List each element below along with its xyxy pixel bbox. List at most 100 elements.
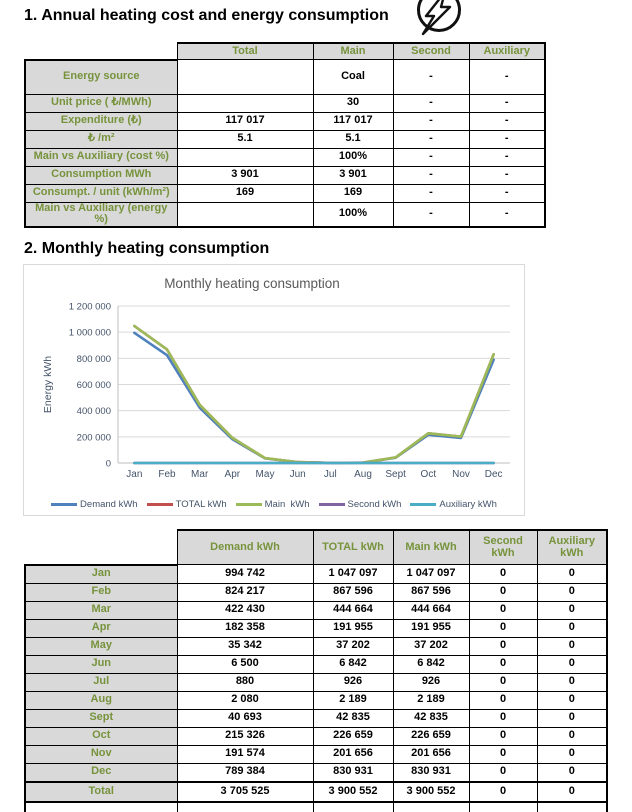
table-row: ₺ /m² 5.1 5.1- -: [24, 129, 546, 149]
cell-value: 0: [468, 600, 538, 620]
cutoff-row-stub: [312, 801, 394, 812]
cell-value: 789 384: [176, 762, 314, 782]
cutoff-row-stub: [468, 801, 538, 812]
cell-value: 0: [536, 600, 608, 620]
cell-value: 6 500: [176, 654, 314, 674]
legend-item: Main kWh: [235, 499, 310, 510]
y-tick-label: 800 000: [77, 354, 111, 365]
table-row: Apr 182 358 191 955 191 955 0 0: [24, 618, 608, 638]
x-tick-label: Apr: [225, 469, 241, 480]
cell-value: 830 931: [312, 762, 394, 782]
column-header: Main kWh: [392, 529, 470, 565]
cell-value: 867 596: [392, 582, 470, 602]
cell-value: 0: [468, 582, 538, 602]
total-value: 3 900 552: [312, 780, 394, 803]
legend-line-swatch: [235, 503, 262, 506]
table-row: Nov 191 574 201 656 201 656 0 0: [24, 744, 608, 764]
total-value: 3 900 552: [392, 780, 470, 803]
cell-value: -: [468, 201, 546, 228]
monthly-consumption-chart: 0 200 000 400 000 600 000 800 000 1 000 000 1 …: [23, 264, 525, 516]
row-label: ₺ /m²: [24, 129, 178, 149]
x-tick-label: Dec: [485, 469, 503, 480]
month-label: Apr: [24, 618, 178, 638]
total-value: 3 705 525: [176, 780, 314, 803]
cell-value: Coal: [312, 59, 394, 95]
cell-value: 0: [536, 618, 608, 638]
y-tick-label: 200 000: [77, 432, 111, 443]
table-row: Total Main Second Auxiliary: [25, 42, 546, 60]
cell-value: -: [392, 111, 470, 131]
cutoff-row-stub: [392, 801, 470, 812]
table-row: Main vs Auxiliary (energy %) 100% - -: [24, 201, 546, 228]
x-tick-label: Nov: [452, 469, 470, 480]
month-label: Dec: [24, 762, 178, 782]
table-corner-spacer: [25, 530, 177, 565]
cell-value: 422 430: [176, 600, 314, 620]
chart-legend: Demand kWh TOTAL kWh Main kWh Second kWh Aux…: [24, 499, 524, 510]
cell-value: 6 842: [312, 654, 394, 674]
series-line: [133, 331, 495, 465]
cell-value: 182 358: [176, 618, 314, 638]
cell-value: 191 574: [176, 744, 314, 764]
month-label: Sept: [24, 708, 178, 728]
cell-value: 0: [468, 636, 538, 656]
cell-value: -: [392, 201, 470, 228]
cell-value: 0: [536, 564, 608, 584]
table-row: Sept 40 693 42 835 42 835 0 0: [24, 708, 608, 728]
lightning-icon: [412, 0, 466, 44]
cell-value: 30: [312, 93, 394, 113]
cell-value: 0: [536, 636, 608, 656]
cell-value: [176, 147, 314, 167]
month-label: Oct: [24, 726, 178, 746]
y-tick-label: 0: [106, 459, 111, 470]
cell-value: 994 742: [176, 564, 314, 584]
legend-label: Demand kWh: [80, 499, 138, 510]
cell-value: -: [468, 111, 546, 131]
cell-value: 226 659: [392, 726, 470, 746]
chart-plot-area: 0 200 000 400 000 600 000 800 000 1 000 000 1 …: [42, 276, 510, 480]
x-tick-label: Sept: [385, 469, 406, 480]
table-row: Consumption MWh 3 901 3 901- -: [24, 165, 546, 185]
y-axis-title: Energy kWh: [42, 356, 54, 413]
annual-cost-table: Total Main Second Auxiliary Energy source Coa…: [24, 42, 546, 228]
cell-value: 444 664: [392, 600, 470, 620]
y-tick-label: 600 000: [77, 380, 111, 391]
cell-value: -: [392, 165, 470, 185]
table-row: Mar 422 430 444 664 444 664 0 0: [24, 600, 608, 620]
table-row: Oct 215 326 226 659 226 659 0 0: [24, 726, 608, 746]
table-row: Jan 994 742 1 047 097 1 047 097 0 0: [24, 563, 608, 584]
cell-value: -: [392, 129, 470, 149]
cell-value: 42 835: [392, 708, 470, 728]
cell-value: 169: [176, 183, 314, 203]
column-header: Auxiliary kWh: [536, 529, 608, 565]
cell-value: 201 656: [392, 744, 470, 764]
cell-value: 0: [468, 708, 538, 728]
cell-value: -: [468, 129, 546, 149]
legend-label: Main kWh: [264, 499, 310, 510]
cell-value: 2 189: [392, 690, 470, 710]
month-label: Mar: [24, 600, 178, 620]
table-corner-spacer: [25, 43, 177, 60]
series-line: [133, 324, 495, 465]
table-row: Consumpt. / unit (kWh/m²) 169 169- -: [24, 183, 546, 203]
x-tick-label: Aug: [354, 469, 372, 480]
legend-item: Second kWh: [318, 499, 401, 510]
legend-item: Auxiliary kWh: [410, 499, 497, 510]
cell-value: 3 901: [176, 165, 314, 185]
cell-value: 867 596: [312, 582, 394, 602]
column-header: Second: [392, 42, 470, 60]
x-tick-label: Feb: [158, 469, 176, 480]
cell-value: 0: [468, 726, 538, 746]
cell-value: 191 955: [392, 618, 470, 638]
section1-title: 1. Annual heating cost and energy consum…: [24, 7, 389, 24]
cell-value: -: [392, 147, 470, 167]
x-tick-label: Oct: [421, 469, 437, 480]
cell-value: 824 217: [176, 582, 314, 602]
cell-value: -: [468, 59, 546, 95]
row-label: Main vs Auxiliary (energy %): [24, 201, 178, 228]
cell-value: 0: [468, 762, 538, 782]
table-row: Aug 2 080 2 189 2 189 0 0: [24, 690, 608, 710]
total-label: Total: [24, 780, 178, 803]
month-label: Jul: [24, 672, 178, 692]
column-header: TOTAL kWh: [312, 529, 394, 565]
